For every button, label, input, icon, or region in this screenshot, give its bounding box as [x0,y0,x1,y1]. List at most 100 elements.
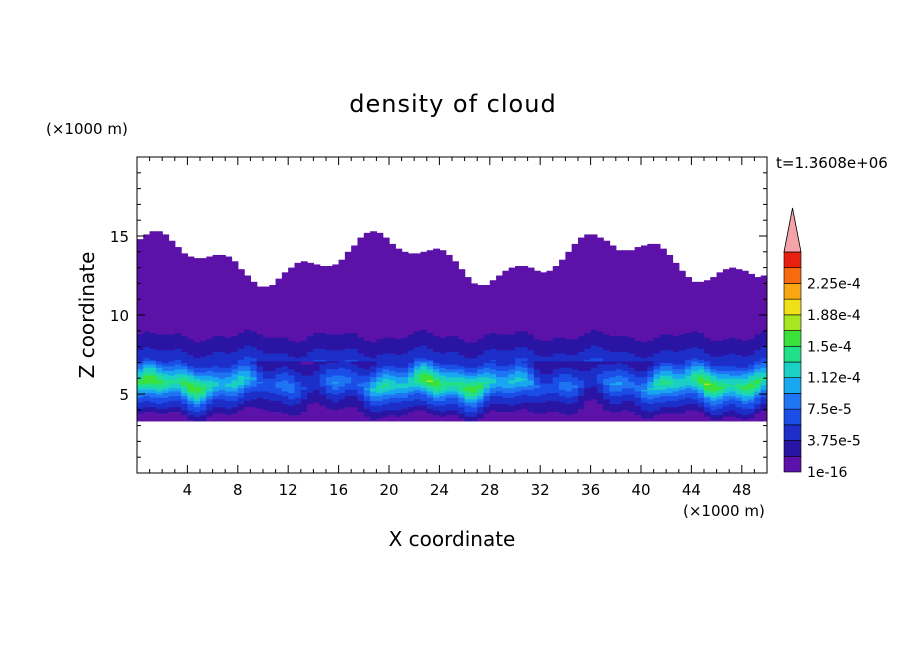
field-cell [187,259,195,262]
field-cell [143,417,151,420]
field-cell [263,341,270,345]
field-cell [168,330,176,333]
field-cell [344,262,352,266]
field-cell [149,326,157,329]
field-cell [237,270,245,273]
field-cell [389,359,396,362]
field-cell [401,378,409,381]
field-cell [155,392,163,395]
field-cell [344,278,352,281]
field-cell [212,327,220,330]
field-cell [294,403,302,406]
field-cell [420,277,428,280]
field-cell [326,307,333,310]
field-cell [300,337,308,340]
field-cell [395,351,403,354]
field-cell [344,329,352,332]
field-cell [218,322,226,326]
field-cell [433,409,440,412]
field-cell [426,291,434,294]
field-cell [218,259,226,262]
field-cell [395,406,403,409]
field-cell [149,234,157,237]
field-cell [137,308,144,311]
field-cell [162,394,170,397]
field-cell [300,395,308,398]
field-cell [281,332,289,335]
field-cell [357,354,365,357]
field-cell [313,272,321,275]
field-cell [319,371,327,375]
field-cell [319,379,327,382]
field-cell [319,392,327,395]
field-cell [256,392,264,395]
field-cell [338,370,346,373]
field-cell [200,302,207,305]
field-cell [288,352,296,356]
field-cell [326,308,333,311]
field-cell [237,392,245,395]
field-cell [168,313,176,316]
field-cell [376,398,384,401]
field-cell [351,321,359,324]
field-cell [206,368,214,371]
field-cell [212,351,220,354]
field-cell [370,356,377,359]
time-label: t=1.3608e+06 [776,154,888,172]
field-cell [281,294,289,297]
field-cell [288,289,296,292]
field-cell [370,262,377,266]
field-cell [193,326,201,329]
field-cell [395,297,403,300]
field-cell [149,329,157,332]
field-cell [407,273,415,277]
field-cell [370,318,377,321]
field-cell [137,277,144,280]
field-cell [137,289,144,292]
field-cell [313,273,321,277]
field-cell [357,395,365,398]
field-cell [174,409,182,412]
field-cell [193,401,201,405]
field-cell [326,360,333,363]
field-cell [363,395,371,398]
field-cell [281,303,289,307]
field-cell [193,398,201,401]
field-cell [168,379,176,382]
field-cell [281,278,289,281]
field-cell [187,330,195,333]
field-cell [149,330,157,333]
field-cell [143,313,151,316]
field-cell [231,272,239,275]
field-cell [143,363,151,367]
field-cell [420,264,428,267]
field-cell [426,262,434,266]
field-cell [332,300,340,303]
field-cell [370,242,377,245]
field-cell [225,390,233,394]
field-cell [338,307,346,310]
field-cell [231,392,239,395]
field-cell [426,351,434,354]
field-cell [281,412,289,416]
field-cell [231,346,239,349]
field-cell [174,373,182,376]
field-cell [281,384,289,387]
field-cell [218,419,226,422]
field-cell [174,398,182,401]
field-cell [313,266,321,269]
field-cell [143,362,151,365]
field-cell [149,400,157,403]
field-cell [263,405,270,408]
field-cell [370,288,377,291]
field-cell [193,286,201,289]
field-cell [332,401,340,405]
field-cell [143,326,151,329]
field-cell [187,291,195,294]
field-cell [263,307,270,310]
field-cell [357,322,365,326]
field-cell [294,382,302,386]
field-cell [250,297,258,300]
field-cell [389,343,396,346]
field-cell [263,408,270,411]
